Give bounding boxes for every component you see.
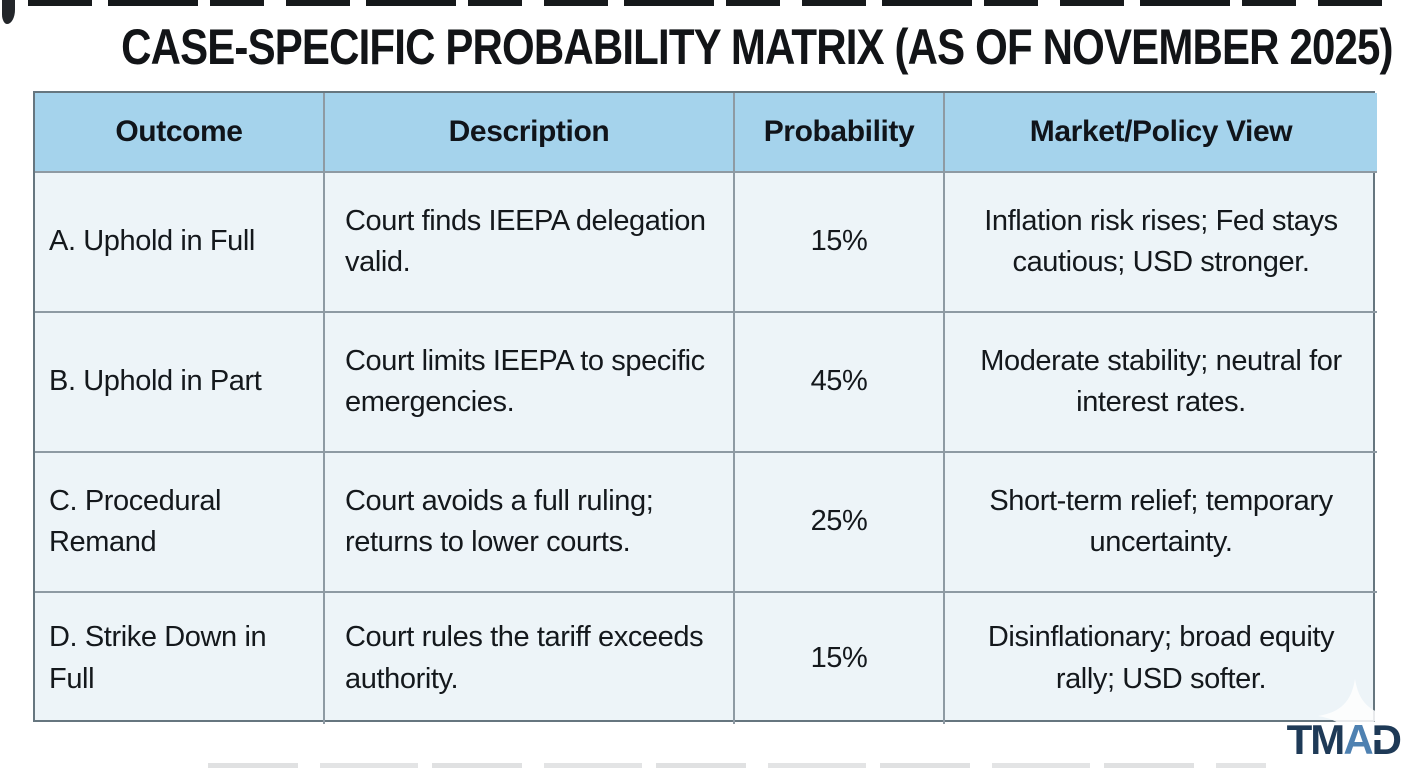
cell-description-c: Court avoids a full ruling; returns to l… (325, 453, 735, 593)
cell-view-d: Disinflationary; broad equity rally; USD… (987, 621, 1335, 695)
probability-matrix-table: Outcome Description Probability Market/P… (33, 91, 1377, 724)
cell-description-b: Court limits IEEPA to specific emergenci… (325, 313, 735, 453)
cell-probability-c: 25% (735, 453, 945, 593)
cell-view-a: Inflation risk rises; Fed stays cautious… (945, 173, 1377, 313)
cell-probability-d: 15% (735, 593, 945, 724)
column-header-probability: Probability (735, 93, 945, 173)
cell-probability-b: 45% (735, 313, 945, 453)
cell-outcome-b: B. Uphold in Part (35, 313, 325, 453)
cell-outcome-d: D. Strike Down in Full (35, 593, 325, 724)
cell-view-b: Moderate stability; neutral for interest… (945, 313, 1377, 453)
cropped-text-strip-bottom (208, 763, 1266, 768)
column-header-outcome: Outcome (35, 93, 325, 173)
page-title: CASE-SPECIFIC PROBABILITY MATRIX (AS OF … (121, 19, 1393, 75)
sparkle-icon (1318, 679, 1392, 753)
cropped-text-strip-top (28, 0, 1398, 6)
cell-outcome-a: A. Uphold in Full (35, 173, 325, 313)
column-header-market-policy-view: Market/Policy View (945, 93, 1377, 173)
cropped-glyph (2, 0, 15, 24)
cell-description-a: Court finds IEEPA delegation valid. (325, 173, 735, 313)
logo-d-bar (1370, 735, 1386, 740)
cell-probability-a: 15% (735, 173, 945, 313)
logo-part-d: D (1370, 716, 1402, 763)
logo-part-a: A (1343, 716, 1373, 763)
cell-description-d: Court rules the tariff exceeds authority… (325, 593, 735, 724)
title-bar: CASE-SPECIFIC PROBABILITY MATRIX (AS OF … (0, 18, 1408, 76)
cell-view-c: Short-term relief; temporary uncertainty… (945, 453, 1377, 593)
tmad-logo: TMAD (1286, 716, 1402, 764)
cell-outcome-c: C. Procedural Remand (35, 453, 325, 593)
logo-part-tm: TM (1286, 716, 1346, 763)
column-header-description: Description (325, 93, 735, 173)
